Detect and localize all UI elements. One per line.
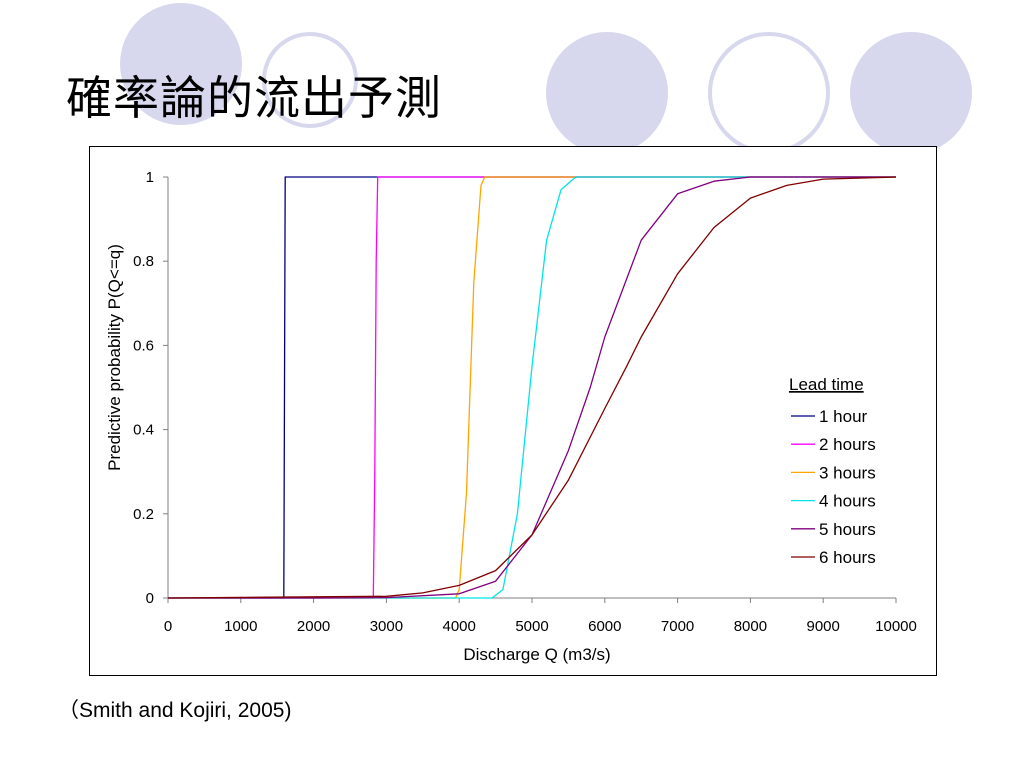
chart-frame: 0 1000 2000 3000 4000 5000 6000 7000 8000 9000 100… [89, 146, 937, 676]
axes: 0 1000 2000 3000 4000 5000 6000 7000 8000 9000 100… [105, 169, 917, 664]
cdf-line-chart: 0 1000 2000 3000 4000 5000 6000 7000 8000 9000 100… [105, 169, 917, 664]
y-axis-label: Predictive probability P(Q<=q) [105, 244, 124, 471]
decorative-ring-2 [708, 32, 830, 154]
decorative-circle-2 [546, 32, 668, 154]
y-tick-label: 0.8 [133, 253, 154, 270]
x-axis-label: Discharge Q (m3/s) [463, 645, 610, 664]
y-tick-label: 0 [146, 590, 154, 607]
x-tick-label: 8000 [734, 618, 767, 635]
x-tick-label: 5000 [515, 618, 548, 635]
y-tick-label: 0.6 [133, 337, 154, 354]
decorative-circle-1 [120, 3, 242, 125]
decorative-circle-3 [850, 32, 972, 154]
legend-label: 1 hour [819, 407, 868, 426]
x-tick-label: 3000 [370, 618, 403, 635]
legend-label: 3 hours [819, 463, 876, 482]
legend-label: 4 hours [819, 492, 876, 511]
series-line-5 [168, 176, 896, 599]
series-line-6 [167, 176, 897, 599]
y-tick-label: 0.2 [133, 506, 154, 523]
decorative-ring-1 [262, 32, 358, 128]
x-tick-label: 6000 [588, 618, 621, 635]
x-tick-label: 7000 [661, 618, 694, 635]
slide-title: 確率論的流出予測 [66, 71, 442, 125]
series-lines [167, 176, 897, 599]
legend-label: 2 hours [819, 435, 876, 454]
x-tick-label: 4000 [443, 618, 476, 635]
x-tick-label: 10000 [875, 618, 917, 635]
y-tick-label: 1 [146, 169, 154, 186]
y-tick-label: 0.4 [133, 422, 154, 439]
legend-title: Lead time [789, 375, 864, 394]
x-tick-label: 9000 [807, 618, 840, 635]
x-tick-label: 2000 [297, 618, 330, 635]
citation: （Smith and Kojiri, 2005) [58, 699, 292, 722]
series-line-4 [168, 176, 896, 599]
x-tick-label: 1000 [224, 618, 257, 635]
legend-label: 5 hours [819, 520, 876, 539]
x-tick-label: 0 [164, 618, 172, 635]
series-line-3 [168, 176, 896, 599]
legend-label: 6 hours [819, 548, 876, 567]
legend: Lead time 1 hour 2 hours 3 hours 4 hours 5 ho… [789, 375, 876, 567]
